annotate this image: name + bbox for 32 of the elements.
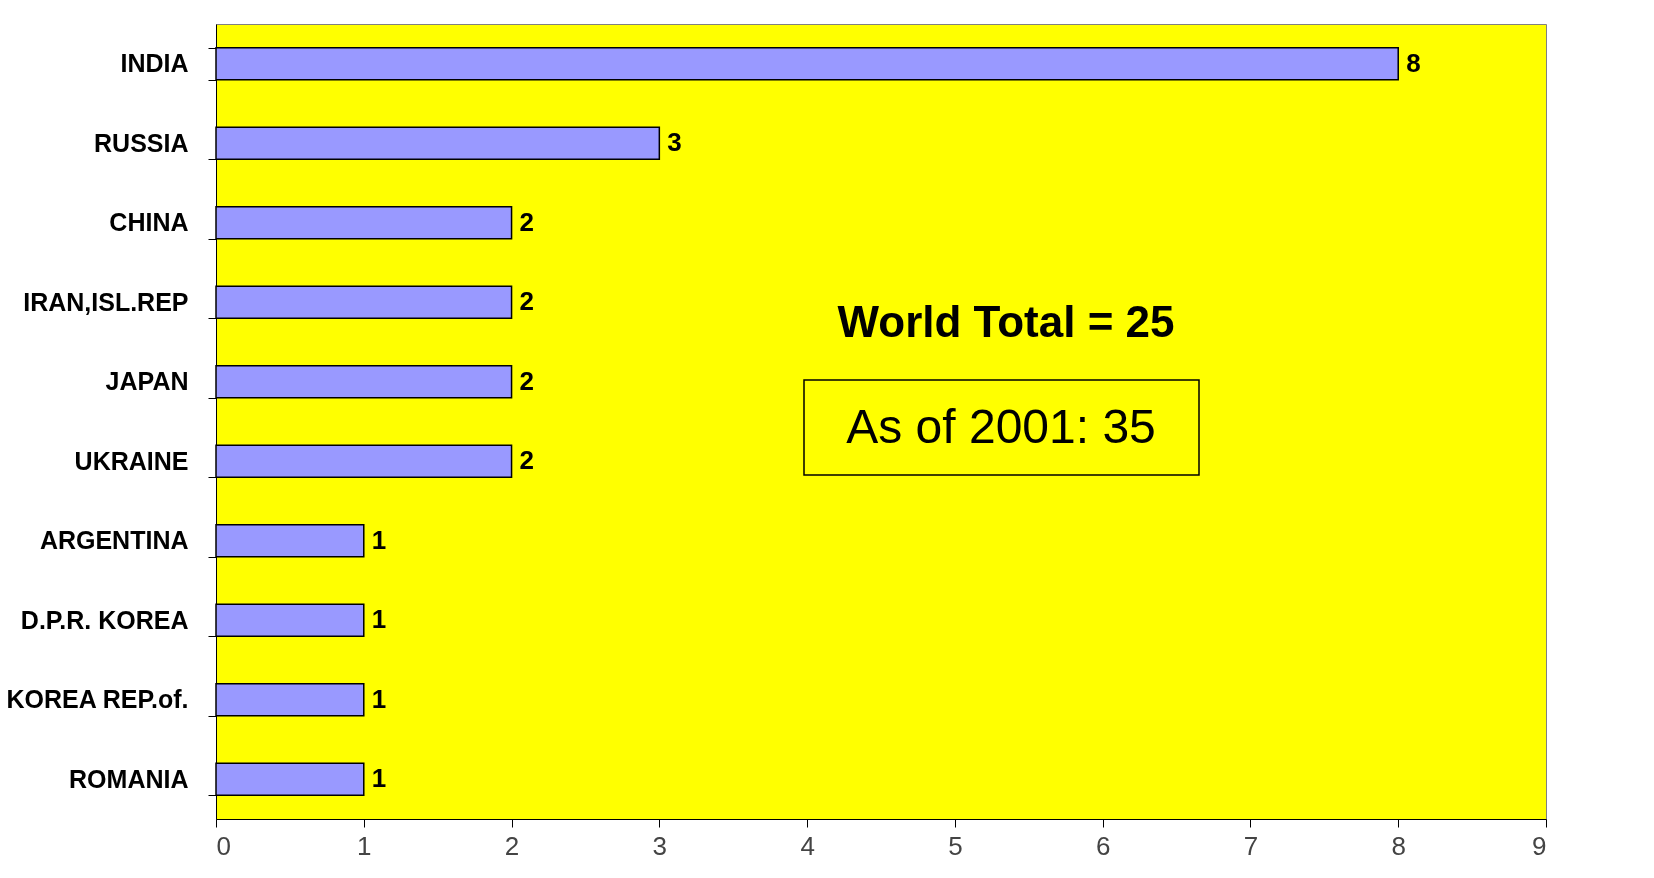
x-tick-label: 6 xyxy=(1095,830,1111,861)
data-label: 1 xyxy=(371,604,387,635)
y-tick-label: ROMANIA xyxy=(69,764,189,793)
annotation: As of 2001: 35 xyxy=(846,400,1156,453)
data-label: 2 xyxy=(519,445,535,476)
data-label: 1 xyxy=(371,683,387,714)
x-tick-label: 9 xyxy=(1532,830,1547,861)
x-tick-label: 7 xyxy=(1243,830,1259,861)
x-tick-label: 8 xyxy=(1391,830,1406,861)
data-label: 2 xyxy=(519,286,535,317)
data-label: 8 xyxy=(1406,47,1421,78)
y-tick-label: UKRAINE xyxy=(74,446,189,475)
x-tick-label: 2 xyxy=(504,830,520,861)
data-label: 1 xyxy=(371,524,387,555)
data-label: 3 xyxy=(667,127,682,158)
y-tick-label: D.P.R. KOREA xyxy=(20,605,189,634)
y-tick-label: KOREA REP.of. xyxy=(6,685,189,714)
x-tick-label: 1 xyxy=(357,830,372,861)
annotation: World Total = 25 xyxy=(837,297,1175,346)
y-tick-label: INDIA xyxy=(120,49,189,78)
y-tick-label: JAPAN xyxy=(105,367,189,396)
data-label: 1 xyxy=(371,763,387,794)
x-tick-label: 4 xyxy=(800,830,815,861)
y-tick-label: CHINA xyxy=(109,208,189,237)
x-tick-label: 3 xyxy=(652,830,668,861)
y-tick-label: RUSSIA xyxy=(94,128,189,157)
y-tick-label: ARGENTINA xyxy=(39,526,189,555)
x-tick-label: 0 xyxy=(216,830,231,861)
data-label: 2 xyxy=(519,206,535,237)
data-label: 2 xyxy=(519,365,535,396)
y-tick-label: IRAN,ISL.REP xyxy=(23,287,189,316)
x-tick-label: 5 xyxy=(948,830,963,861)
